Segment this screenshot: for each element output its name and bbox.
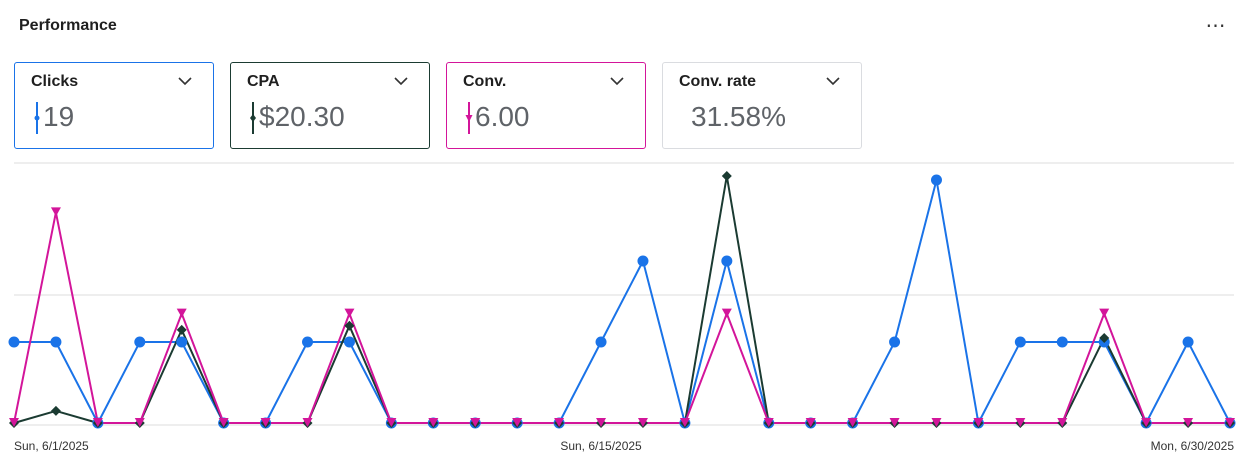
series-marker-circle-icon xyxy=(34,102,40,134)
point-clicks xyxy=(1182,336,1194,348)
metric-label: Conv. xyxy=(463,73,507,90)
metric-card-cpa[interactable]: CPA $20.30 xyxy=(230,62,430,149)
point-cpa xyxy=(1099,332,1110,343)
point-clicks xyxy=(343,336,355,348)
point-cpa xyxy=(344,320,355,331)
point-conv xyxy=(218,418,229,427)
chevron-down-icon[interactable] xyxy=(609,73,625,89)
point-conv xyxy=(302,418,313,427)
point-conv xyxy=(344,308,355,318)
point-conv xyxy=(1057,418,1068,427)
point-clicks xyxy=(930,174,942,186)
page-title: Performance xyxy=(19,17,117,34)
point-conv xyxy=(92,418,103,427)
point-conv xyxy=(50,207,61,217)
point-conv xyxy=(9,418,19,427)
series-marker-triangle-icon xyxy=(465,102,473,134)
point-conv xyxy=(1183,418,1194,427)
point-conv xyxy=(512,418,523,427)
point-conv xyxy=(554,418,565,427)
point-conv xyxy=(721,308,732,318)
chevron-down-icon[interactable] xyxy=(177,73,193,89)
point-conv xyxy=(931,418,942,427)
metric-card-conv-rate[interactable]: Conv. rate 31.58% xyxy=(662,62,862,149)
series-line-clicks xyxy=(14,179,1231,424)
point-conv xyxy=(428,418,439,427)
point-clicks xyxy=(889,336,901,348)
metric-value: 31.58% xyxy=(691,101,786,132)
chevron-down-icon[interactable] xyxy=(393,73,409,89)
metric-value: 19 xyxy=(43,101,75,132)
metric-value: 6.00 xyxy=(475,101,530,132)
metric-label: Clicks xyxy=(31,73,79,90)
chevron-down-icon[interactable] xyxy=(825,73,841,89)
point-clicks xyxy=(721,255,733,267)
point-conv xyxy=(176,308,187,318)
x-tick-label: Sun, 6/1/2025 xyxy=(14,439,89,453)
series-line-conv xyxy=(13,211,1230,424)
point-conv xyxy=(134,418,145,427)
series-marker-diamond-icon xyxy=(250,102,256,134)
point-conv xyxy=(889,418,900,427)
point-conv xyxy=(470,418,481,427)
metric-card-clicks[interactable]: Clicks 19 xyxy=(14,62,214,149)
point-clicks xyxy=(50,336,62,348)
point-clicks xyxy=(176,336,188,348)
metric-value: $20.30 xyxy=(259,101,345,132)
metric-card-conv[interactable]: Conv. 6.00 xyxy=(446,62,646,149)
point-conv xyxy=(1015,418,1026,427)
point-clicks xyxy=(637,255,649,267)
point-cpa xyxy=(176,324,187,335)
performance-line-chart: Sun, 6/1/2025 Sun, 6/15/2025 Mon, 6/30/202… xyxy=(8,162,1236,453)
more-options-icon[interactable]: ⋯ xyxy=(1205,15,1227,37)
point-conv xyxy=(637,418,648,427)
point-conv xyxy=(1099,308,1110,318)
metric-label: Conv. rate xyxy=(679,73,757,90)
point-cpa xyxy=(721,170,732,181)
point-conv xyxy=(763,418,774,427)
point-conv xyxy=(847,418,858,427)
point-conv xyxy=(596,418,607,427)
x-tick-label: Mon, 6/30/2025 xyxy=(1151,439,1235,453)
point-clicks xyxy=(1014,336,1026,348)
point-conv xyxy=(973,418,984,427)
point-clicks xyxy=(1056,336,1068,348)
x-tick-label: Sun, 6/15/2025 xyxy=(560,439,642,453)
point-conv xyxy=(386,418,397,427)
point-conv xyxy=(679,418,690,427)
point-clicks xyxy=(8,336,20,348)
point-cpa xyxy=(50,405,61,416)
point-conv xyxy=(260,418,271,427)
point-clicks xyxy=(302,336,314,348)
point-clicks xyxy=(595,336,607,348)
metric-label: CPA xyxy=(247,73,280,90)
point-conv xyxy=(1225,418,1235,427)
point-clicks xyxy=(134,336,146,348)
point-conv xyxy=(1141,418,1152,427)
point-conv xyxy=(805,418,816,427)
